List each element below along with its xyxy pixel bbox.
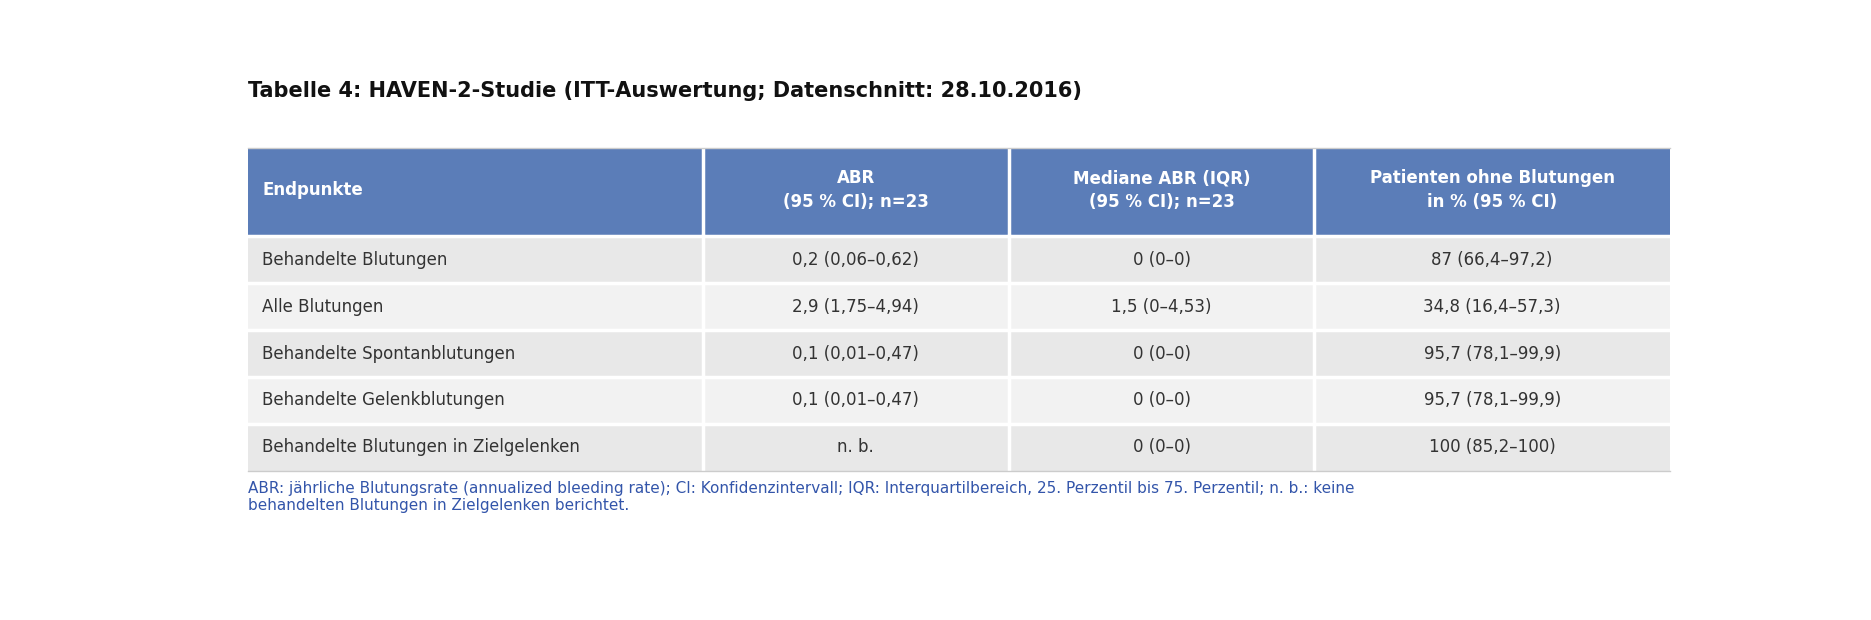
Text: Behandelte Spontanblutungen: Behandelte Spontanblutungen bbox=[262, 345, 516, 363]
FancyBboxPatch shape bbox=[1008, 330, 1315, 377]
Text: 1,5 (0–4,53): 1,5 (0–4,53) bbox=[1111, 298, 1212, 316]
FancyBboxPatch shape bbox=[703, 377, 1008, 424]
FancyBboxPatch shape bbox=[1315, 148, 1671, 236]
Text: Mediane ABR (IQR)
(95 % CI); n=23: Mediane ABR (IQR) (95 % CI); n=23 bbox=[1072, 169, 1250, 211]
FancyBboxPatch shape bbox=[247, 377, 703, 424]
FancyBboxPatch shape bbox=[703, 283, 1008, 330]
FancyBboxPatch shape bbox=[1008, 377, 1315, 424]
FancyBboxPatch shape bbox=[1008, 424, 1315, 471]
Text: Endpunkte: Endpunkte bbox=[262, 181, 363, 199]
FancyBboxPatch shape bbox=[247, 330, 703, 377]
Text: 0 (0–0): 0 (0–0) bbox=[1132, 345, 1190, 363]
FancyBboxPatch shape bbox=[703, 330, 1008, 377]
FancyBboxPatch shape bbox=[1315, 283, 1671, 330]
Text: 95,7 (78,1–99,9): 95,7 (78,1–99,9) bbox=[1424, 391, 1560, 409]
FancyBboxPatch shape bbox=[1315, 330, 1671, 377]
Text: 34,8 (16,4–57,3): 34,8 (16,4–57,3) bbox=[1424, 298, 1560, 316]
Text: Tabelle 4: HAVEN-2-Studie (ITT-Auswertung; Datenschnitt: 28.10.2016): Tabelle 4: HAVEN-2-Studie (ITT-Auswertun… bbox=[247, 81, 1081, 100]
Text: behandelten Blutungen in Zielgelenken berichtet.: behandelten Blutungen in Zielgelenken be… bbox=[247, 498, 629, 513]
Text: 100 (85,2–100): 100 (85,2–100) bbox=[1429, 438, 1555, 456]
Text: ABR
(95 % CI); n=23: ABR (95 % CI); n=23 bbox=[782, 169, 928, 211]
FancyBboxPatch shape bbox=[1315, 377, 1671, 424]
Text: 0,1 (0,01–0,47): 0,1 (0,01–0,47) bbox=[791, 391, 919, 409]
Text: Behandelte Blutungen in Zielgelenken: Behandelte Blutungen in Zielgelenken bbox=[262, 438, 580, 456]
Text: 0 (0–0): 0 (0–0) bbox=[1132, 438, 1190, 456]
FancyBboxPatch shape bbox=[247, 148, 703, 236]
FancyBboxPatch shape bbox=[247, 424, 703, 471]
FancyBboxPatch shape bbox=[1315, 236, 1671, 283]
FancyBboxPatch shape bbox=[1008, 236, 1315, 283]
FancyBboxPatch shape bbox=[1315, 424, 1671, 471]
Text: Behandelte Blutungen: Behandelte Blutungen bbox=[262, 250, 447, 268]
FancyBboxPatch shape bbox=[247, 236, 703, 283]
Text: 0,2 (0,06–0,62): 0,2 (0,06–0,62) bbox=[791, 250, 919, 268]
FancyBboxPatch shape bbox=[703, 236, 1008, 283]
Text: 95,7 (78,1–99,9): 95,7 (78,1–99,9) bbox=[1424, 345, 1560, 363]
FancyBboxPatch shape bbox=[703, 148, 1008, 236]
Text: 87 (66,4–97,2): 87 (66,4–97,2) bbox=[1431, 250, 1553, 268]
Text: n. b.: n. b. bbox=[838, 438, 874, 456]
FancyBboxPatch shape bbox=[1008, 283, 1315, 330]
Text: ABR: jährliche Blutungsrate (annualized bleeding rate); CI: Konfidenzintervall; : ABR: jährliche Blutungsrate (annualized … bbox=[247, 481, 1355, 496]
FancyBboxPatch shape bbox=[703, 424, 1008, 471]
Text: Behandelte Gelenkblutungen: Behandelte Gelenkblutungen bbox=[262, 391, 505, 409]
Text: Alle Blutungen: Alle Blutungen bbox=[262, 298, 384, 316]
Text: 0,1 (0,01–0,47): 0,1 (0,01–0,47) bbox=[791, 345, 919, 363]
Text: Patienten ohne Blutungen
in % (95 % CI): Patienten ohne Blutungen in % (95 % CI) bbox=[1370, 169, 1615, 211]
FancyBboxPatch shape bbox=[1008, 148, 1315, 236]
Text: 2,9 (1,75–4,94): 2,9 (1,75–4,94) bbox=[791, 298, 919, 316]
FancyBboxPatch shape bbox=[247, 283, 703, 330]
Text: 0 (0–0): 0 (0–0) bbox=[1132, 391, 1190, 409]
Text: 0 (0–0): 0 (0–0) bbox=[1132, 250, 1190, 268]
